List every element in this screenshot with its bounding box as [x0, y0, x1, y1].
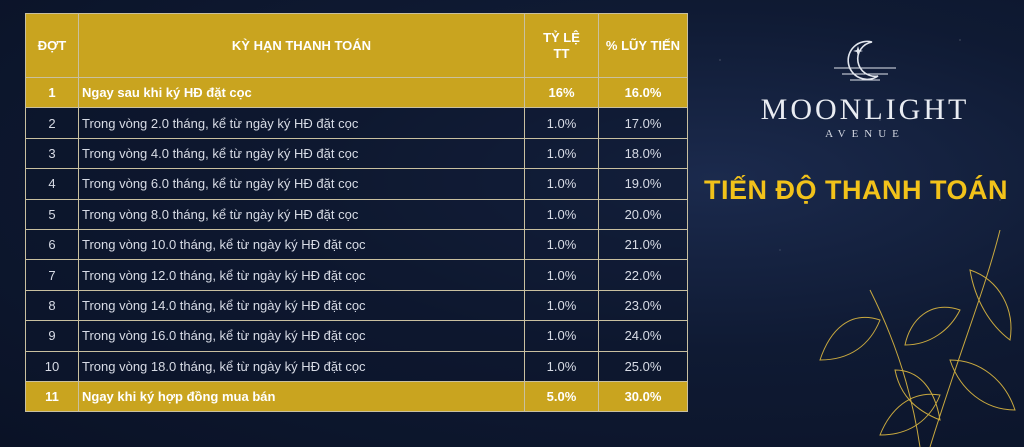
rate-cell: 1.0% [524, 168, 599, 200]
crescent-moon-icon [834, 40, 896, 81]
header-rate-line2: TT [553, 45, 570, 61]
stage-cell: 9 [25, 320, 79, 352]
stage-cell: 6 [25, 228, 79, 261]
cumulative-cell: 18.0% [598, 137, 688, 170]
term-cell: Trong vòng 10.0 tháng, kể từ ngày ký HĐ … [78, 228, 525, 261]
payment-schedule-table: ĐỢT KỲ HẠN THANH TOÁN TỶ LỆ TT % LŨY TIẾ… [25, 13, 688, 413]
cumulative-cell: 17.0% [598, 107, 688, 139]
stage-cell: 8 [25, 289, 79, 322]
section-title: TIẾN ĐỘ THANH TOÁN [704, 175, 1008, 205]
table-row: 5 Trong vòng 8.0 tháng, kể từ ngày ký HĐ … [25, 198, 688, 230]
header-rate-line1: TỶ LỆ [543, 29, 580, 45]
table-row: 8 Trong vòng 14.0 tháng, kể từ ngày ký HĐ… [25, 289, 688, 322]
term-cell: Trong vòng 14.0 tháng, kể từ ngày ký HĐ … [78, 289, 525, 322]
table-row: 6 Trong vòng 10.0 tháng, kể từ ngày ký HĐ… [25, 228, 688, 261]
cumulative-cell: 30.0% [598, 380, 688, 413]
rate-cell: 1.0% [524, 259, 599, 291]
brand-name: MOONLIGHT [760, 93, 970, 126]
term-cell: Trong vòng 16.0 tháng, kể từ ngày ký HĐ … [78, 320, 525, 352]
stage-cell: 5 [25, 198, 79, 230]
stage-cell: 4 [25, 168, 79, 200]
stage-cell: 7 [25, 259, 79, 291]
term-cell: Ngay sau khi ký HĐ đặt cọc [78, 76, 525, 109]
term-cell: Trong vòng 12.0 tháng, kể từ ngày ký HĐ … [78, 259, 525, 291]
table-row: 1 Ngay sau khi ký HĐ đặt cọc 16% 16.0% [25, 76, 688, 109]
stage-cell: 3 [25, 137, 79, 170]
rate-cell: 16% [524, 76, 599, 109]
rate-cell: 1.0% [524, 350, 599, 382]
term-cell: Trong vòng 8.0 tháng, kể từ ngày ký HĐ đ… [78, 198, 525, 230]
rate-cell: 1.0% [524, 320, 599, 352]
term-cell: Trong vòng 2.0 tháng, kể từ ngày ký HĐ đ… [78, 107, 525, 139]
cumulative-cell: 22.0% [598, 259, 688, 291]
brand-logo: MOONLIGHT AVENUE [740, 38, 990, 140]
rate-cell: 1.0% [524, 289, 599, 322]
rate-cell: 1.0% [524, 198, 599, 230]
term-cell: Ngay khi ký hợp đồng mua bán [78, 380, 525, 413]
table-row: 2 Trong vòng 2.0 tháng, kể từ ngày ký HĐ … [25, 107, 688, 139]
header-rate: TỶ LỆ TT [524, 13, 599, 78]
gold-leaf-decoration [819, 230, 1016, 447]
stage-cell: 10 [25, 350, 79, 382]
rate-cell: 5.0% [524, 380, 599, 413]
table-row: 7 Trong vòng 12.0 tháng, kể từ ngày ký HĐ… [25, 259, 688, 291]
table-row: 10 Trong vòng 18.0 tháng, kể từ ngày ký H… [25, 350, 688, 382]
table-row: 4 Trong vòng 6.0 tháng, kể từ ngày ký HĐ … [25, 168, 688, 200]
term-cell: Trong vòng 18.0 tháng, kể từ ngày ký HĐ … [78, 350, 525, 382]
rate-cell: 1.0% [524, 107, 599, 139]
header-term: KỲ HẠN THANH TOÁN [78, 13, 525, 78]
cumulative-cell: 20.0% [598, 198, 688, 230]
cumulative-cell: 21.0% [598, 228, 688, 261]
term-cell: Trong vòng 4.0 tháng, kể từ ngày ký HĐ đ… [78, 137, 525, 170]
cumulative-cell: 25.0% [598, 350, 688, 382]
table-row: 3 Trong vòng 4.0 tháng, kể từ ngày ký HĐ … [25, 137, 688, 170]
stage-cell: 11 [25, 380, 79, 413]
stage-cell: 2 [25, 107, 79, 139]
rate-cell: 1.0% [524, 137, 599, 170]
brand-subtitle: AVENUE [825, 128, 905, 140]
header-cumulative: % LŨY TIẾN [598, 13, 688, 78]
term-cell: Trong vòng 6.0 tháng, kể từ ngày ký HĐ đ… [78, 168, 525, 200]
rate-cell: 1.0% [524, 228, 599, 261]
table-row: 9 Trong vòng 16.0 tháng, kể từ ngày ký HĐ… [25, 320, 688, 352]
cumulative-cell: 23.0% [598, 289, 688, 322]
header-stage: ĐỢT [25, 13, 79, 78]
stage-cell: 1 [25, 76, 79, 109]
cumulative-cell: 16.0% [598, 76, 688, 109]
cumulative-cell: 19.0% [598, 168, 688, 200]
cumulative-cell: 24.0% [598, 320, 688, 352]
table-row: 11 Ngay khi ký hợp đồng mua bán 5.0% 30.0% [25, 380, 688, 413]
table-header-row: ĐỢT KỲ HẠN THANH TOÁN TỶ LỆ TT % LŨY TIẾ… [25, 13, 688, 78]
